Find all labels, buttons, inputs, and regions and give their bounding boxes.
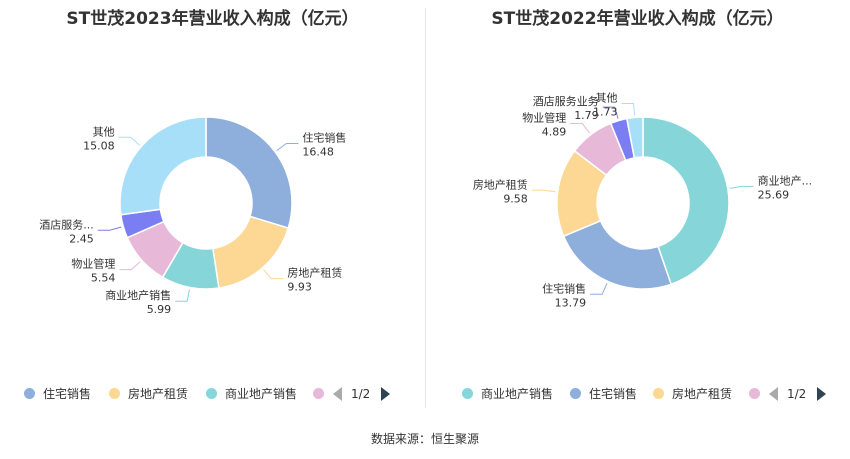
slice-value-5: 2.45 <box>69 232 94 245</box>
slice-label-6: 其他 <box>93 125 115 138</box>
legend-dot <box>570 388 581 399</box>
chart-panel-2023: ST世茂2023年营业收入构成（亿元） 住宅销售 16.48 房地产租赁 9.93 商业… <box>0 0 425 410</box>
slice-value-1: 16.48 <box>302 145 334 158</box>
slice-value-6: 15.08 <box>83 139 115 152</box>
legend-label: 住宅销售 <box>589 387 638 401</box>
leader-line-2 <box>263 269 284 280</box>
leader-line-3 <box>531 189 556 193</box>
legend-label: 房地产租赁 <box>672 387 733 401</box>
legend-dot <box>313 388 324 399</box>
slice-label-4: 物业管理 <box>71 257 115 271</box>
slice-label-1: 住宅销售 <box>302 130 346 144</box>
leader-line-5 <box>602 106 619 119</box>
slice-value-2: 9.93 <box>287 281 312 294</box>
chart-title-2022: ST世茂2022年营业收入构成（亿元） <box>491 9 784 29</box>
leader-line-5 <box>97 226 122 231</box>
legend-label: 房地产租赁 <box>128 387 189 401</box>
leader-line-4 <box>570 123 590 134</box>
slice-1[interactable] <box>205 116 293 230</box>
legend-prev-page-icon[interactable] <box>769 387 778 401</box>
slice-value-4: 4.89 <box>542 126 567 139</box>
legend-item-1[interactable]: 住宅销售 <box>24 384 91 404</box>
legend-dot <box>206 388 217 399</box>
slice-value-5: 1.79 <box>574 109 599 122</box>
legend-2022: 商业地产销售 住宅销售 房地产租赁 1/2 <box>425 384 850 404</box>
legend-label: 住宅销售 <box>43 387 92 401</box>
chart-title-2023: ST世茂2023年营业收入构成（亿元） <box>66 9 359 29</box>
slice-value-1: 25.69 <box>758 188 790 201</box>
legend-label: 商业地产销售 <box>225 387 298 401</box>
leader-line-6 <box>621 102 636 116</box>
panel-divider <box>425 8 426 408</box>
slice-label-1: 商业地产... <box>758 173 813 187</box>
legend-dot <box>462 388 473 399</box>
slice-value-6: 1.73 <box>593 105 618 118</box>
slice-value-4: 5.54 <box>91 272 116 285</box>
slice-1[interactable] <box>642 116 730 286</box>
legend-item-2[interactable]: 房地产租赁 <box>109 384 188 404</box>
slice-value-3: 5.99 <box>147 303 172 316</box>
legend-item-4-partial[interactable] <box>749 384 768 404</box>
legend-next-page-icon[interactable] <box>817 387 826 401</box>
legend-item-1[interactable]: 商业地产销售 <box>462 384 553 404</box>
legend-dot <box>109 388 120 399</box>
slice-6[interactable] <box>119 116 207 216</box>
slice-label-4: 物业管理 <box>522 111 566 125</box>
leader-line-1 <box>729 185 754 189</box>
slice-label-3: 商业地产销售 <box>105 288 171 302</box>
legend-item-3[interactable]: 房地产租赁 <box>653 384 732 404</box>
slice-2[interactable] <box>212 215 290 289</box>
slice-value-3: 9.58 <box>503 192 528 205</box>
slice-value-2: 13.79 <box>555 296 587 309</box>
slice-label-5: 酒店服务业务 <box>533 94 599 108</box>
legend-2023: 住宅销售 房地产租赁 商业地产销售 1/2 <box>0 384 425 404</box>
legend-page-indicator: 1/2 <box>787 387 807 401</box>
slice-label-2: 住宅销售 <box>542 281 586 295</box>
leader-line-2 <box>590 283 608 295</box>
slice-2[interactable] <box>562 219 673 290</box>
leader-line-6 <box>118 136 140 146</box>
slice-label-6: 其他 <box>596 91 618 104</box>
chart-panel-2022: ST世茂2022年营业收入构成（亿元） 商业地产... 25.69 住宅销售 13.7… <box>425 0 850 410</box>
slice-label-3: 房地产租赁 <box>473 177 528 191</box>
legend-dot <box>653 388 664 399</box>
legend-item-3[interactable]: 商业地产销售 <box>206 384 297 404</box>
data-source-footer: 数据来源：恒生聚源 <box>370 432 479 446</box>
legend-prev-page-icon[interactable] <box>333 387 342 401</box>
legend-label: 商业地产销售 <box>481 387 554 401</box>
legend-dot <box>24 388 35 399</box>
legend-dot <box>749 388 760 399</box>
leader-line-1 <box>276 142 299 152</box>
slice-6[interactable] <box>625 116 644 159</box>
leader-line-3 <box>175 289 190 302</box>
leader-line-4 <box>119 261 141 271</box>
slice-label-5: 酒店服务... <box>39 217 94 231</box>
legend-item-2[interactable]: 住宅销售 <box>570 384 637 404</box>
slice-label-2: 房地产租赁 <box>287 266 342 280</box>
legend-page-indicator: 1/2 <box>351 387 371 401</box>
legend-next-page-icon[interactable] <box>381 387 390 401</box>
legend-item-4-partial[interactable] <box>313 384 332 404</box>
